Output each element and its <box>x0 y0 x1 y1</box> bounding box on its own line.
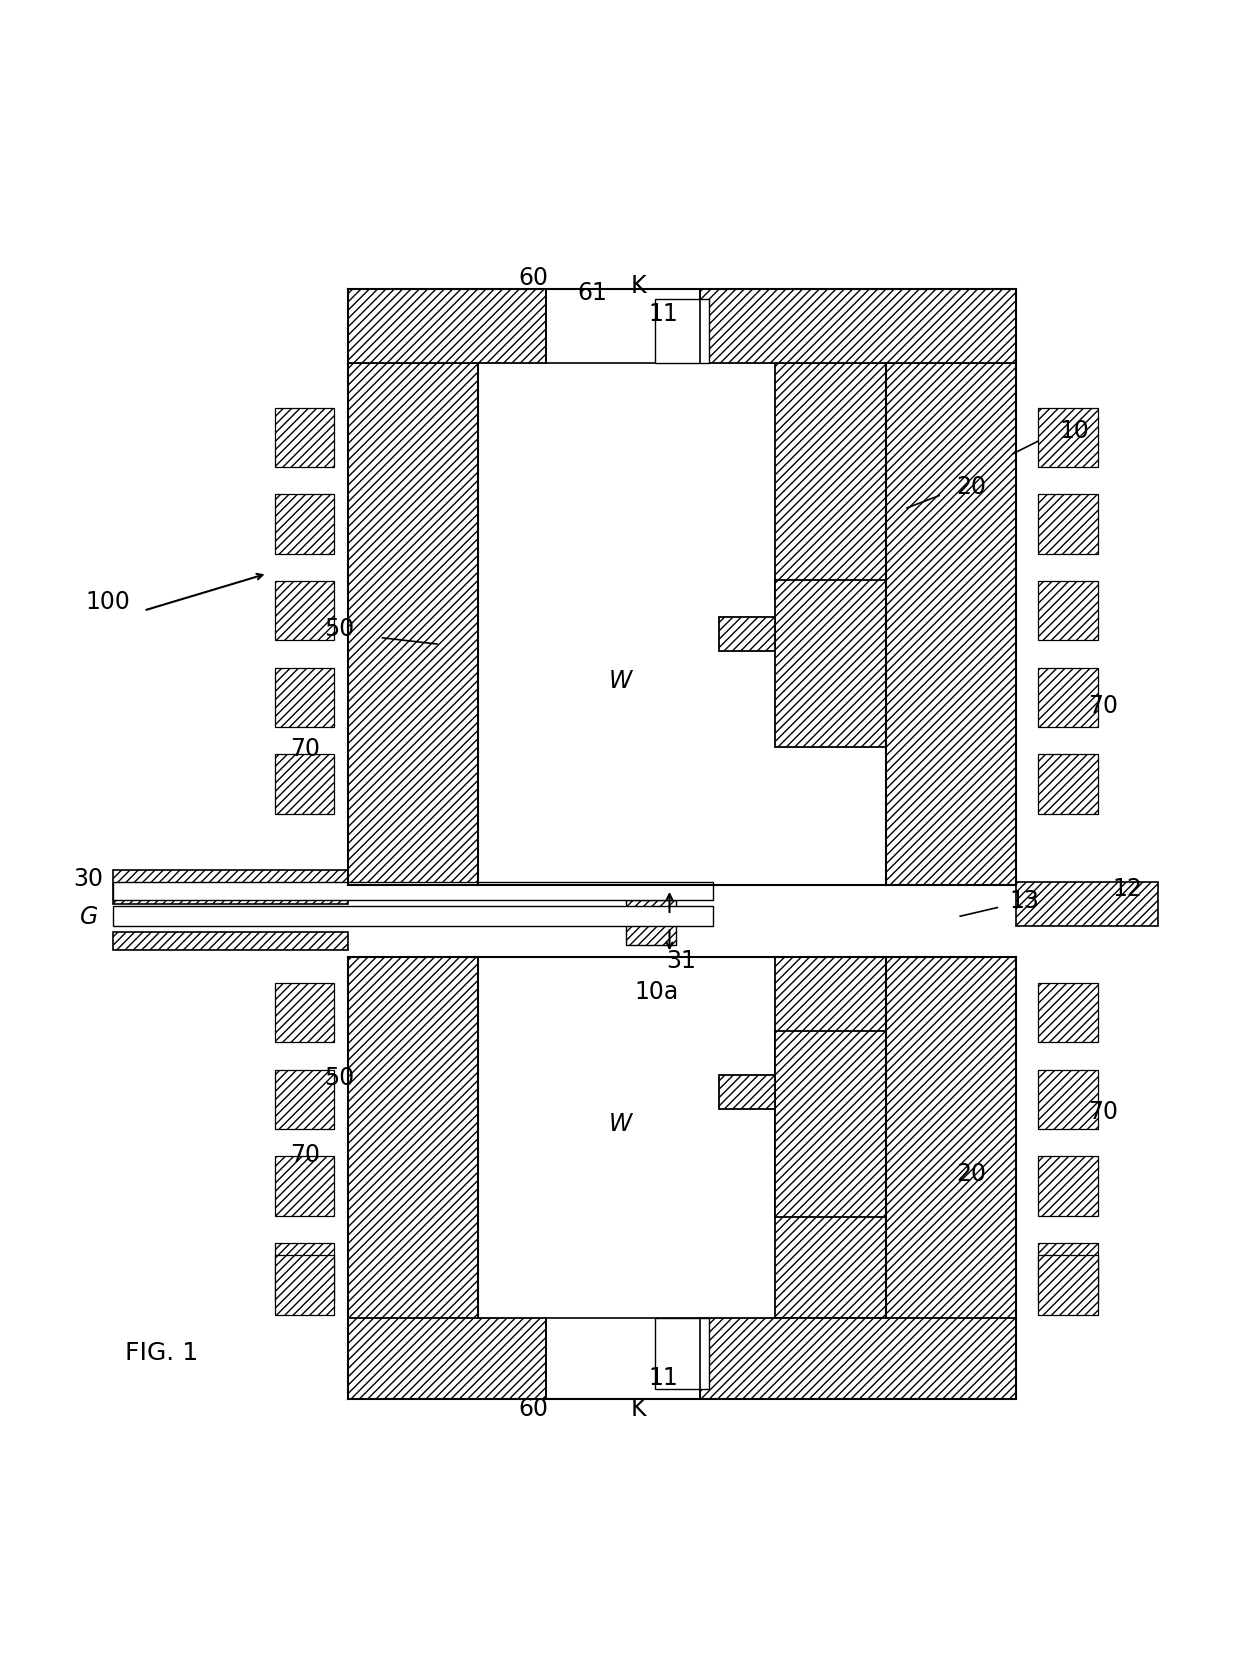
Bar <box>275 1242 335 1303</box>
Bar <box>1038 982 1097 1043</box>
Bar <box>1038 668 1097 727</box>
Bar <box>719 598 775 885</box>
Bar <box>275 754 335 814</box>
Bar <box>477 363 651 885</box>
Text: K: K <box>631 1397 646 1420</box>
Text: 20: 20 <box>956 475 987 499</box>
Bar <box>655 1318 709 1389</box>
Text: 11: 11 <box>649 302 678 326</box>
Bar <box>1038 408 1097 467</box>
Text: 70: 70 <box>1087 693 1117 719</box>
Text: W: W <box>609 670 631 693</box>
Bar <box>887 363 1016 885</box>
Bar <box>113 932 347 950</box>
Bar <box>275 1256 335 1315</box>
Bar <box>275 668 335 727</box>
Bar <box>347 1318 546 1399</box>
Text: 10: 10 <box>1059 420 1089 443</box>
Bar <box>626 900 676 945</box>
Bar <box>347 289 546 363</box>
Bar <box>546 1318 701 1399</box>
Bar <box>775 957 887 1318</box>
Bar <box>275 982 335 1043</box>
Bar <box>275 1070 335 1128</box>
Bar <box>1038 581 1097 640</box>
Bar <box>477 957 651 1399</box>
Bar <box>655 299 709 363</box>
Text: 50: 50 <box>324 1066 353 1090</box>
Bar <box>719 616 775 651</box>
Bar <box>113 881 713 900</box>
Text: 70: 70 <box>1087 1100 1117 1123</box>
Bar <box>113 870 347 903</box>
Text: 50: 50 <box>324 618 353 641</box>
Text: 70: 70 <box>290 737 321 761</box>
Bar <box>1038 1070 1097 1128</box>
Bar <box>775 1031 887 1217</box>
Text: 13: 13 <box>1009 890 1039 913</box>
Bar <box>719 363 775 598</box>
Text: 60: 60 <box>518 1397 548 1420</box>
Bar <box>1038 1256 1097 1315</box>
Bar <box>347 957 477 1399</box>
Text: 20: 20 <box>956 1162 987 1185</box>
Bar <box>775 363 887 598</box>
Text: 11: 11 <box>649 1365 678 1390</box>
Text: G: G <box>79 905 98 930</box>
Text: W: W <box>609 1111 631 1137</box>
Text: 60: 60 <box>518 265 548 290</box>
Bar <box>719 1075 775 1110</box>
Bar <box>347 363 477 885</box>
Bar <box>1038 754 1097 814</box>
Bar <box>701 289 1016 363</box>
Text: 31: 31 <box>666 949 696 972</box>
Text: 30: 30 <box>73 866 103 892</box>
Bar <box>275 1157 335 1216</box>
Bar <box>719 957 775 1318</box>
Bar <box>1038 1157 1097 1216</box>
Bar <box>275 494 335 554</box>
Text: 12: 12 <box>1112 876 1142 902</box>
Text: 70: 70 <box>290 1143 321 1167</box>
Text: FIG. 1: FIG. 1 <box>125 1342 198 1365</box>
Bar <box>275 408 335 467</box>
Bar <box>275 581 335 640</box>
Bar <box>701 1318 1016 1399</box>
Bar <box>887 957 1016 1399</box>
Bar <box>1016 881 1158 927</box>
Bar <box>1038 1242 1097 1303</box>
Bar <box>113 907 713 927</box>
Text: 10a: 10a <box>635 979 680 1004</box>
Bar <box>546 289 701 363</box>
Text: 61: 61 <box>578 280 608 304</box>
Bar <box>1038 494 1097 554</box>
Text: 100: 100 <box>86 589 130 615</box>
Bar <box>775 579 887 747</box>
Text: K: K <box>631 274 646 299</box>
